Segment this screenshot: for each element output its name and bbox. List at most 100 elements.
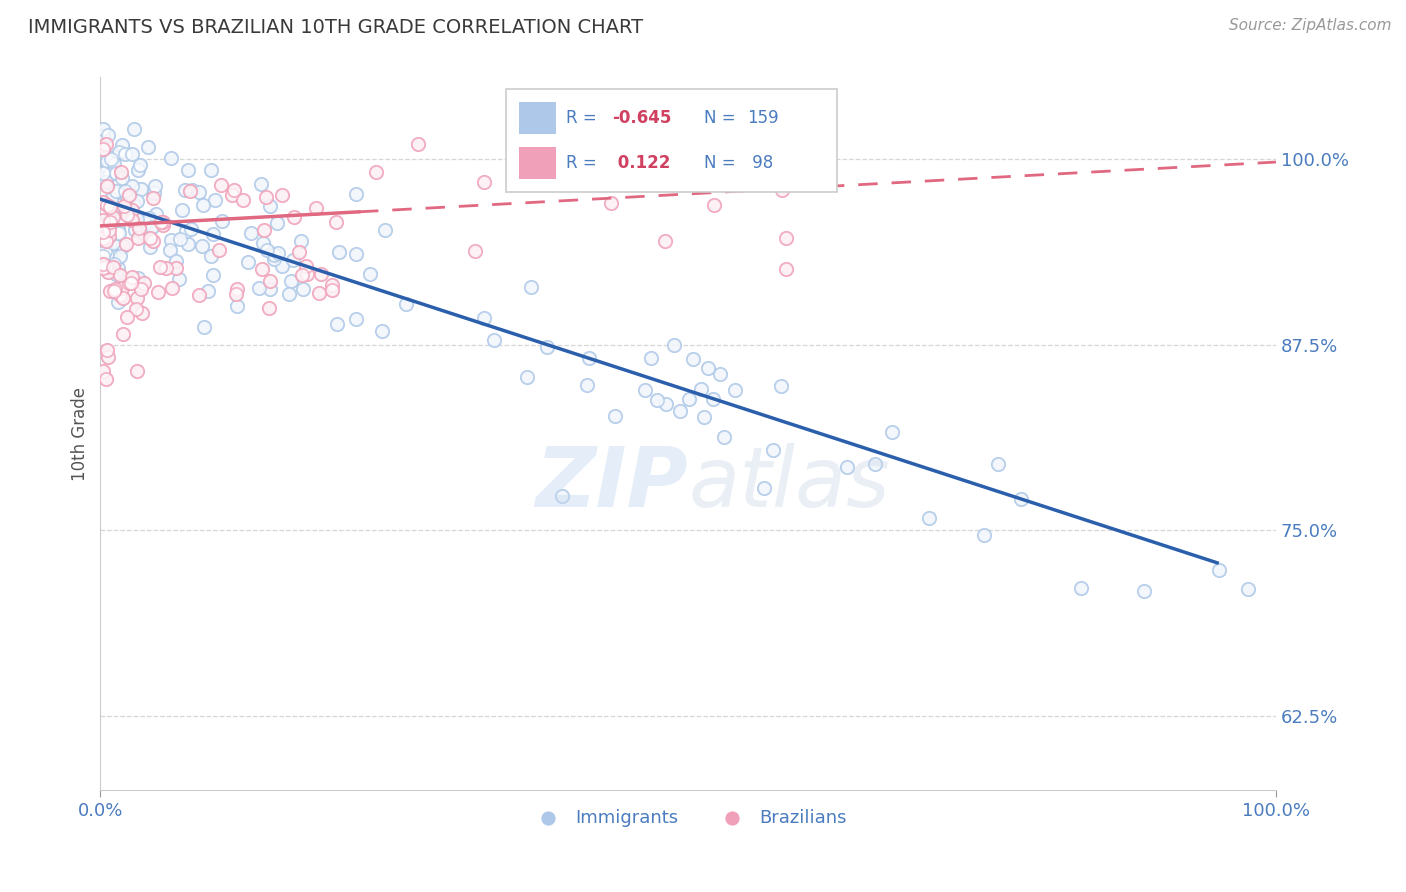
Point	[690, 383, 713, 397]
Point	[682, 351, 704, 366]
Point	[252, 236, 274, 251]
Point	[295, 259, 318, 273]
Point	[107, 260, 129, 275]
Point	[770, 379, 793, 393]
Point	[775, 231, 797, 245]
Point	[654, 234, 676, 248]
Point	[114, 199, 136, 213]
Point	[770, 183, 793, 197]
Point	[91, 166, 114, 180]
Point	[259, 301, 281, 316]
Point	[118, 276, 141, 290]
Text: atlas: atlas	[688, 443, 890, 524]
Point	[693, 409, 716, 424]
Point	[91, 229, 114, 244]
Point	[96, 234, 118, 248]
Point	[308, 286, 330, 301]
Point	[225, 282, 247, 296]
Point	[91, 212, 114, 227]
Point	[96, 371, 118, 385]
Point	[678, 392, 700, 406]
Point	[291, 268, 314, 283]
Point	[484, 333, 506, 347]
Point	[575, 377, 598, 392]
Point	[105, 267, 128, 281]
Point	[173, 183, 195, 197]
Point	[141, 219, 163, 234]
Point	[91, 364, 114, 378]
Point	[125, 194, 148, 208]
Point	[221, 187, 243, 202]
Point	[770, 379, 793, 393]
Point	[250, 178, 273, 192]
Point	[204, 193, 226, 207]
Point	[702, 392, 724, 407]
Point	[111, 138, 134, 153]
Point	[103, 150, 125, 164]
Point	[129, 282, 152, 296]
Point	[520, 280, 543, 294]
Point	[108, 268, 131, 282]
Point	[105, 184, 128, 198]
Point	[287, 244, 309, 259]
Point	[472, 175, 495, 189]
Point	[98, 284, 121, 298]
Text: IMMIGRANTS VS BRAZILIAN 10TH GRADE CORRELATION CHART: IMMIGRANTS VS BRAZILIAN 10TH GRADE CORRE…	[28, 18, 644, 37]
Point	[166, 261, 188, 276]
Point	[91, 219, 114, 234]
Point	[91, 225, 114, 239]
Point	[139, 230, 162, 244]
Point	[118, 276, 141, 290]
Point	[406, 137, 429, 152]
Point	[973, 528, 995, 542]
Point	[682, 351, 704, 366]
Point	[127, 363, 149, 377]
Point	[91, 229, 114, 244]
Point	[536, 340, 558, 354]
Point	[138, 240, 160, 254]
Point	[326, 317, 349, 331]
Point	[395, 297, 418, 311]
Point	[91, 129, 114, 144]
Point	[169, 232, 191, 246]
Point	[100, 215, 122, 229]
Point	[167, 271, 190, 285]
Point	[464, 244, 486, 258]
Point	[224, 286, 246, 301]
Point	[98, 200, 121, 214]
Point	[96, 197, 118, 211]
Point	[94, 260, 117, 274]
Point	[143, 179, 166, 194]
Point	[516, 370, 538, 384]
Point	[97, 128, 120, 142]
Point	[121, 179, 143, 194]
Point	[103, 284, 125, 298]
Point	[110, 288, 132, 302]
Point	[97, 223, 120, 237]
Point	[117, 208, 139, 222]
Point	[103, 150, 125, 164]
Point	[252, 223, 274, 237]
Point	[91, 122, 114, 136]
Point	[633, 383, 655, 397]
Point	[160, 233, 183, 247]
Point	[173, 183, 195, 197]
Point	[200, 249, 222, 263]
Point	[374, 223, 396, 237]
Point	[111, 280, 134, 294]
Point	[259, 274, 281, 288]
Point	[103, 260, 125, 274]
Point	[371, 324, 394, 338]
Point	[145, 206, 167, 220]
Point	[127, 292, 149, 306]
FancyBboxPatch shape	[506, 89, 837, 192]
Point	[640, 351, 662, 366]
Point	[174, 224, 197, 238]
Point	[117, 273, 139, 287]
Point	[138, 211, 160, 225]
Point	[188, 288, 211, 302]
Point	[1070, 581, 1092, 595]
Point	[108, 145, 131, 159]
Point	[114, 146, 136, 161]
Point	[283, 210, 305, 224]
